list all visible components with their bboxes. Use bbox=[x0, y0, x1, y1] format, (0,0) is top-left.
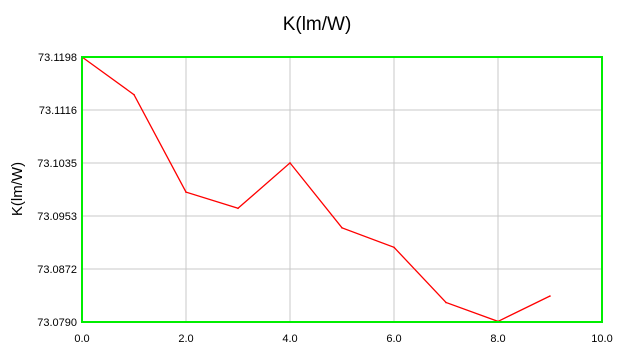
plot-frame bbox=[81, 56, 603, 323]
y-tick-label: 73.1198 bbox=[38, 52, 77, 64]
data-point bbox=[393, 246, 395, 249]
grid bbox=[82, 57, 602, 322]
y-tick-label: 73.0953 bbox=[37, 211, 77, 223]
data-point bbox=[289, 162, 291, 164]
data-point bbox=[549, 295, 551, 297]
y-tick-label: 73.1116 bbox=[39, 105, 77, 117]
x-tick-label: 2.0 bbox=[178, 333, 193, 345]
series-layer bbox=[81, 56, 551, 323]
x-tick-labels: 0.0 2.0 4.0 6.0 8.0 10.0 bbox=[74, 333, 612, 345]
x-tick-label: 6.0 bbox=[386, 333, 401, 345]
x-tick-label: 4.0 bbox=[282, 333, 297, 345]
data-point bbox=[341, 227, 343, 229]
chart-title: K(lm/W) bbox=[283, 14, 352, 35]
y-tick-labels: 73.1198 73.1116 73.1035 73.0953 73.0872 73.07… bbox=[37, 52, 77, 329]
y-tick-label: 73.1035 bbox=[37, 158, 77, 170]
x-tick-label: 10.0 bbox=[591, 333, 612, 345]
series-line bbox=[81, 56, 551, 323]
y-axis-label: K(lm/W) bbox=[9, 162, 26, 216]
data-point bbox=[237, 207, 239, 210]
x-tick-label: 0.0 bbox=[74, 333, 89, 345]
x-tick-label: 8.0 bbox=[490, 333, 505, 345]
data-point bbox=[185, 191, 187, 193]
y-tick-label: 73.0872 bbox=[37, 264, 77, 276]
y-tick-label: 73.0790 bbox=[37, 317, 77, 329]
data-point bbox=[445, 301, 447, 304]
data-point bbox=[133, 93, 135, 96]
